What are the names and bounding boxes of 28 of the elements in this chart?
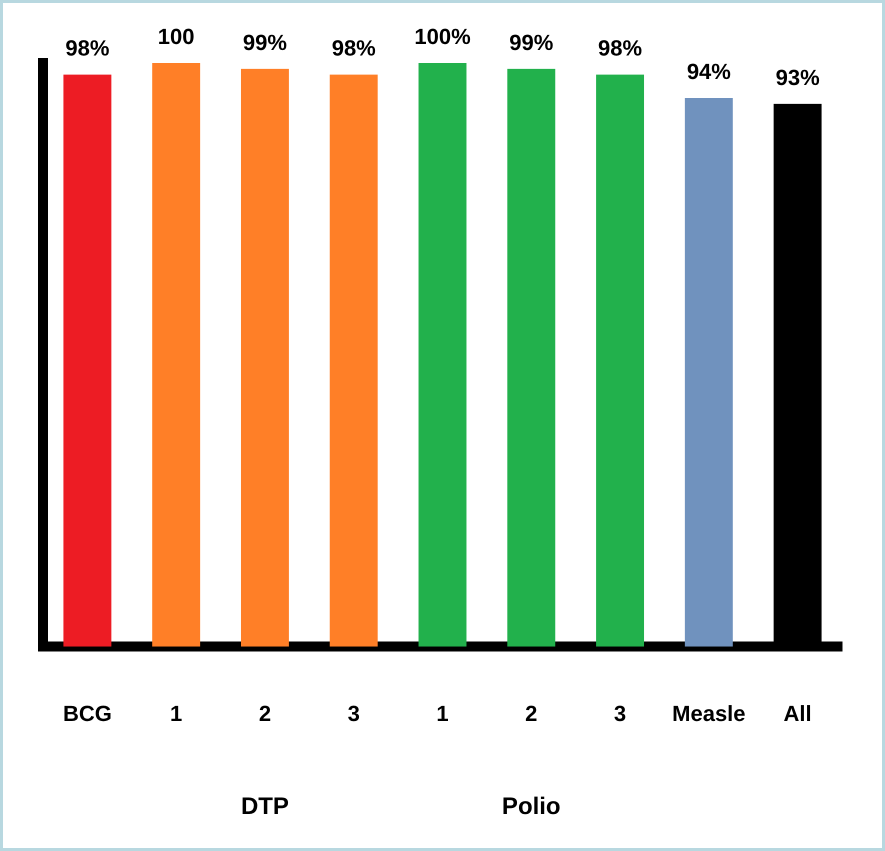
data-label: 100 bbox=[158, 24, 195, 50]
text: DTP bbox=[240, 793, 289, 821]
data-label: 99% bbox=[242, 30, 287, 55]
x-tick-label: Measle bbox=[672, 700, 746, 726]
bar bbox=[63, 74, 112, 647]
x-tick-label: 3 bbox=[348, 700, 360, 726]
data-label: 100% bbox=[414, 24, 471, 50]
x-tick-label: 2 bbox=[258, 700, 272, 726]
data-label: 94% bbox=[686, 59, 731, 84]
x-tick-label: BCG bbox=[62, 700, 112, 726]
bar bbox=[330, 74, 378, 647]
data-label: 99% bbox=[509, 30, 554, 55]
bar bbox=[240, 68, 289, 647]
x-tick-label: 1 bbox=[170, 700, 182, 726]
bar bbox=[418, 63, 466, 647]
x-tick-label: 3 bbox=[614, 700, 626, 726]
x-tick-label: All bbox=[784, 700, 812, 726]
bar bbox=[507, 68, 556, 647]
data-label: 93% bbox=[776, 64, 820, 90]
bar bbox=[152, 63, 200, 647]
bar bbox=[596, 74, 644, 647]
bar bbox=[684, 98, 733, 647]
text: Polio bbox=[502, 793, 561, 821]
data-label: 98% bbox=[332, 36, 376, 61]
x-tick-label: 2 bbox=[525, 700, 538, 726]
x-tick-label: 1 bbox=[436, 700, 449, 726]
data-label: 98% bbox=[65, 36, 110, 61]
data-label: 98% bbox=[598, 36, 642, 61]
